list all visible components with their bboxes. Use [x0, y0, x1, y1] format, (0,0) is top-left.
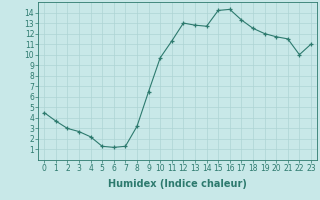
- X-axis label: Humidex (Indice chaleur): Humidex (Indice chaleur): [108, 179, 247, 189]
